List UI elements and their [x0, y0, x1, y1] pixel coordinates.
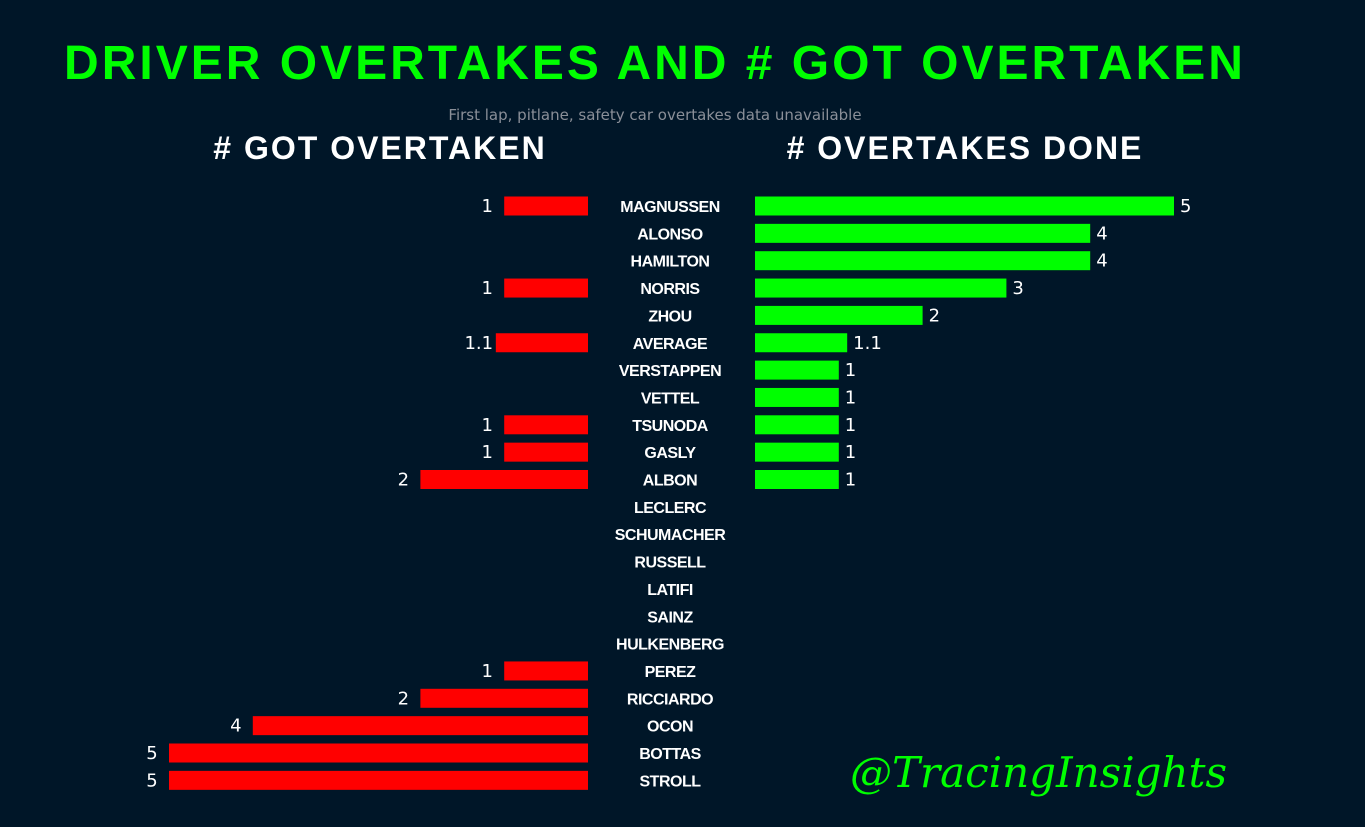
- got-overtaken-bar: [169, 743, 588, 763]
- driver-label: RUSSELL: [634, 555, 706, 572]
- overtakes-done-value-label: 1: [845, 360, 856, 381]
- overtakes-done-bar: [755, 415, 839, 435]
- got-overtaken-bar: [504, 442, 588, 462]
- got-overtaken-value-label: 2: [398, 688, 409, 709]
- watermark: @TracingInsights: [850, 748, 1228, 797]
- got-overtaken-value-label: 1.1: [464, 333, 493, 354]
- driver-label: LATIFI: [647, 582, 693, 599]
- driver-label: ZHOU: [648, 308, 691, 325]
- driver-label: RICCIARDO: [627, 691, 713, 708]
- got-overtaken-bar: [169, 770, 588, 790]
- overtakes-done-bar: [755, 442, 839, 462]
- driver-label: OCON: [647, 719, 693, 736]
- overtakes-done-bar: [755, 223, 1091, 243]
- overtakes-done-bar: [755, 360, 839, 380]
- driver-label: GASLY: [644, 445, 696, 462]
- overtakes-done-value-label: 1: [845, 470, 856, 491]
- driver-label: NORRIS: [640, 281, 700, 298]
- overtakes-done-bar: [755, 251, 1091, 271]
- driver-label: BOTTAS: [639, 746, 701, 763]
- got-overtaken-bar: [504, 278, 588, 298]
- driver-label: TSUNODA: [632, 418, 709, 435]
- got-overtaken-value-label: 5: [146, 770, 157, 791]
- driver-label: ALONSO: [637, 226, 703, 243]
- overtakes-done-value-label: 4: [1096, 223, 1107, 244]
- driver-label: MAGNUSSEN: [620, 199, 720, 216]
- got-overtaken-panel-title: # GOT OVERTAKEN: [213, 130, 547, 166]
- overtakes-done-bar: [755, 278, 1007, 298]
- got-overtaken-value-label: 1: [481, 442, 492, 463]
- overtakes-done-bar: [755, 387, 839, 407]
- overtakes-done-value-label: 3: [1012, 278, 1023, 299]
- driver-label: VETTEL: [641, 390, 700, 407]
- got-overtaken-value-label: 5: [146, 743, 157, 764]
- driver-label: VERSTAPPEN: [619, 363, 721, 380]
- chart-title: DRIVER OVERTAKES AND # GOT OVERTAKEN: [64, 37, 1246, 90]
- driver-label: ALBON: [643, 473, 697, 490]
- got-overtaken-bar: [420, 688, 588, 708]
- overtakes-done-value-label: 1: [845, 442, 856, 463]
- driver-label: HAMILTON: [631, 254, 710, 271]
- got-overtaken-value-label: 4: [230, 716, 241, 737]
- overtakes-done-value-label: 4: [1096, 251, 1107, 272]
- got-overtaken-bar: [504, 415, 588, 435]
- got-overtaken-bar: [495, 333, 588, 353]
- got-overtaken-bar: [420, 470, 588, 489]
- driver-label: PEREZ: [645, 664, 697, 681]
- got-overtaken-value-label: 1: [481, 661, 492, 682]
- overtakes-done-value-label: 1: [845, 415, 856, 436]
- chart-subtitle: First lap, pitlane, safety car overtakes…: [448, 106, 862, 124]
- got-overtaken-bar: [252, 716, 589, 736]
- overtakes-done-bar: [755, 333, 848, 353]
- got-overtaken-bar: [504, 196, 588, 216]
- driver-label: SCHUMACHER: [615, 527, 727, 544]
- overtakes-done-value-label: 5: [1180, 196, 1191, 217]
- driver-label: LECLERC: [634, 500, 707, 517]
- got-overtaken-bar: [504, 661, 588, 681]
- driver-label: HULKENBERG: [616, 637, 724, 654]
- overtakes-done-value-label: 1.1: [853, 333, 882, 354]
- got-overtaken-value-label: 1: [481, 415, 492, 436]
- got-overtaken-value-label: 1: [481, 278, 492, 299]
- got-overtaken-value-label: 2: [398, 470, 409, 491]
- driver-label: SAINZ: [647, 609, 693, 626]
- overtakes-done-panel-title: # OVERTAKES DONE: [786, 130, 1144, 166]
- overtakes-done-value-label: 1: [845, 387, 856, 408]
- driver-label: AVERAGE: [633, 336, 708, 353]
- driver-label: STROLL: [640, 773, 702, 790]
- got-overtaken-value-label: 1: [481, 196, 492, 217]
- overtakes-done-bar: [755, 470, 839, 489]
- overtakes-done-value-label: 2: [929, 305, 940, 326]
- overtakes-done-bar: [755, 305, 923, 325]
- overtakes-done-bar: [755, 196, 1174, 216]
